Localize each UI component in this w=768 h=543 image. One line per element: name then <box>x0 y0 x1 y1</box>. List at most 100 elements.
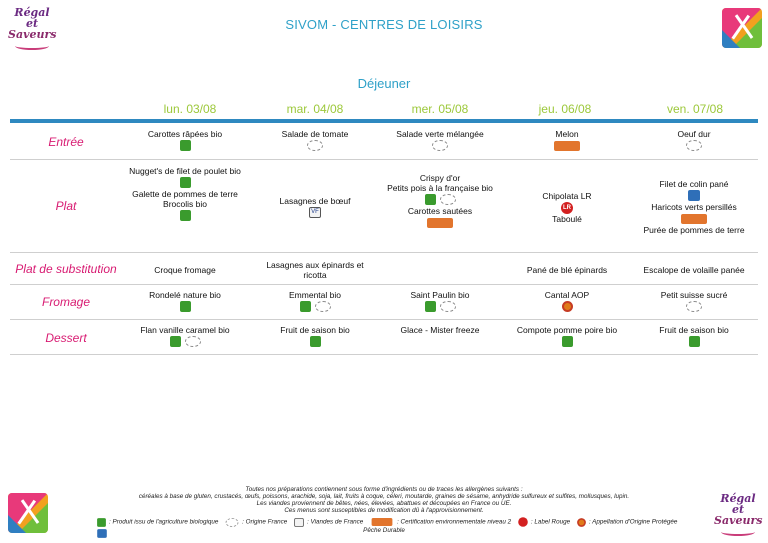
legend-origine-france: : Origine France <box>242 518 288 526</box>
entree-cell: Oeuf dur <box>629 129 759 152</box>
substitution-cell-tue: Lasagnes aux épinards et ricotta <box>250 260 380 280</box>
labels-row <box>502 140 632 152</box>
dish-name: Emmental bio <box>289 290 341 300</box>
dessert-cell: Fruit de saison bio <box>250 325 380 348</box>
labels-row <box>375 140 505 152</box>
origine-france-icon <box>686 301 702 313</box>
substitution-cell-thu: Pané de blé épinards <box>502 265 632 275</box>
dish-name: Carottes sautées <box>407 206 473 216</box>
meat-origin-note: Les viandes proviennent de bêtes, nées, … <box>256 500 512 507</box>
legend-label-rouge: : Label Rouge <box>530 518 571 526</box>
entree-cell: Carottes râpées bio <box>120 129 250 152</box>
row-divider <box>10 354 758 355</box>
dessert-cell: Compote pomme poire bio <box>502 325 632 348</box>
meal-title: Déjeuner <box>357 76 411 91</box>
dish-name: Melon <box>555 129 579 139</box>
substitution-cell-mon: Croque fromage <box>120 265 250 275</box>
peche-durable-icon <box>97 529 107 538</box>
legend-viandes-france: : Viandes de France <box>307 518 364 526</box>
fromage-cell: Emmental bio <box>250 290 380 313</box>
legend-bio: : Produit issu de l'agriculture biologiq… <box>109 518 219 526</box>
dish-name: Haricots verts persillés <box>651 202 737 212</box>
legend-hve: : Certification environnementale niveau … <box>397 518 512 526</box>
organic-icon <box>97 517 106 527</box>
fromage-cell: Petit suisse sucré <box>629 290 759 313</box>
row-divider <box>10 252 758 253</box>
dish-name: Lasagnes de bœuf <box>279 196 351 206</box>
bio-icon <box>179 301 191 313</box>
row-divider <box>10 159 758 160</box>
labels-row <box>120 301 250 313</box>
dish-name: Petit suisse sucré <box>660 290 728 300</box>
legend: : Produit issu de l'agriculture biologiq… <box>92 516 692 539</box>
labels-row <box>502 336 632 348</box>
labels-row <box>120 140 250 152</box>
dish-name: Pané de blé épinards <box>526 265 608 275</box>
labels-row <box>375 194 505 206</box>
labels-row: LR <box>502 202 632 214</box>
logo-swoosh <box>15 42 49 50</box>
logo-line-2: Saveurs <box>8 28 57 41</box>
dish-name: Chipolata LR <box>542 191 592 201</box>
menu-change-note: Ces menus sont susceptibles de modificat… <box>284 507 484 514</box>
bio-icon <box>299 301 311 313</box>
labels-row <box>120 336 250 348</box>
plat-cell-tue: Lasagnes de bœuf VF <box>250 196 380 219</box>
allergen-list: céréales à base de gluten, crustacés, œu… <box>138 493 630 500</box>
plat-cell-thu: Chipolata LR LR Taboulé <box>502 191 632 224</box>
entree-cell: Salade verte mélangée <box>375 129 505 152</box>
logo-line-1: Régal et <box>14 6 50 30</box>
fromage-cell: Rondelé nature bio <box>120 290 250 313</box>
category-dessert: Dessert <box>45 331 87 345</box>
dish-name: Salade verte mélangée <box>396 129 484 139</box>
organic-icon <box>179 177 191 189</box>
logo-swoosh <box>721 528 755 536</box>
label-rouge-icon: LR <box>561 202 573 214</box>
origine-france-icon <box>307 140 323 152</box>
dish-name: Brocolis bio <box>163 199 207 209</box>
dish-name: Crispy d'or <box>419 173 461 183</box>
fromage-cell: Saint Paulin bio <box>375 290 505 313</box>
origine-france-icon <box>439 301 456 313</box>
regal-saveurs-logo: Régal et Saveurs <box>8 7 56 53</box>
labels-row <box>629 213 759 225</box>
dish-name: Galette de pommes de terre <box>132 189 238 199</box>
dish-name: Fruit de saison bio <box>659 325 729 335</box>
labels-row <box>375 301 505 313</box>
day-header: mar. 04/08 <box>286 102 344 116</box>
day-header: jeu. 06/08 <box>538 102 592 116</box>
dish-name: Rondelé nature bio <box>149 290 221 300</box>
dish-name: Fruit de saison bio <box>280 325 350 335</box>
dish-name: Filet de colin pané <box>659 179 729 189</box>
category-plat: Plat <box>55 199 77 213</box>
substitution-cell-fri: Escalope de volaille panée <box>629 265 759 275</box>
labels-row <box>375 217 505 229</box>
category-substitution: Plat de substitution <box>15 262 117 276</box>
dish-name: ricotta <box>303 270 327 280</box>
plat-cell-mon: Nugget's de filet de poulet bio Galette … <box>120 166 250 222</box>
labels-row <box>250 336 380 348</box>
dish-name: Nugget's de filet de poulet bio <box>129 166 241 176</box>
allergen-notice: Toutes nos préparations contiennent sous… <box>245 486 523 493</box>
regal-saveurs-logo-bottom: Régal et Saveurs <box>714 493 762 539</box>
dish-name: Salade de tomate <box>281 129 349 139</box>
dish-name: Purée de pommes de terre <box>643 225 745 235</box>
plat-cell-fri: Filet de colin pané Haricots verts persi… <box>629 179 759 235</box>
dish-name: Glace - Mister freeze <box>400 325 480 335</box>
aop-icon <box>576 517 586 527</box>
dish-name: Oeuf dur <box>677 129 711 139</box>
labels-row <box>629 336 759 348</box>
dish-name: Flan vanille caramel bio <box>140 325 230 335</box>
bio-icon <box>309 336 321 348</box>
peche-durable-icon <box>688 190 700 202</box>
origine-france-icon <box>184 336 201 348</box>
hve-certification-icon <box>427 217 453 228</box>
origine-france-icon <box>686 140 702 152</box>
cutlery-tile-icon <box>722 8 762 48</box>
hve-certification-icon <box>371 518 393 526</box>
origine-france-icon <box>439 194 456 206</box>
origine-france-icon <box>432 140 448 152</box>
labels-row: VF <box>250 207 380 219</box>
hve-icon <box>554 140 580 151</box>
dish-name: Taboulé <box>552 214 582 224</box>
